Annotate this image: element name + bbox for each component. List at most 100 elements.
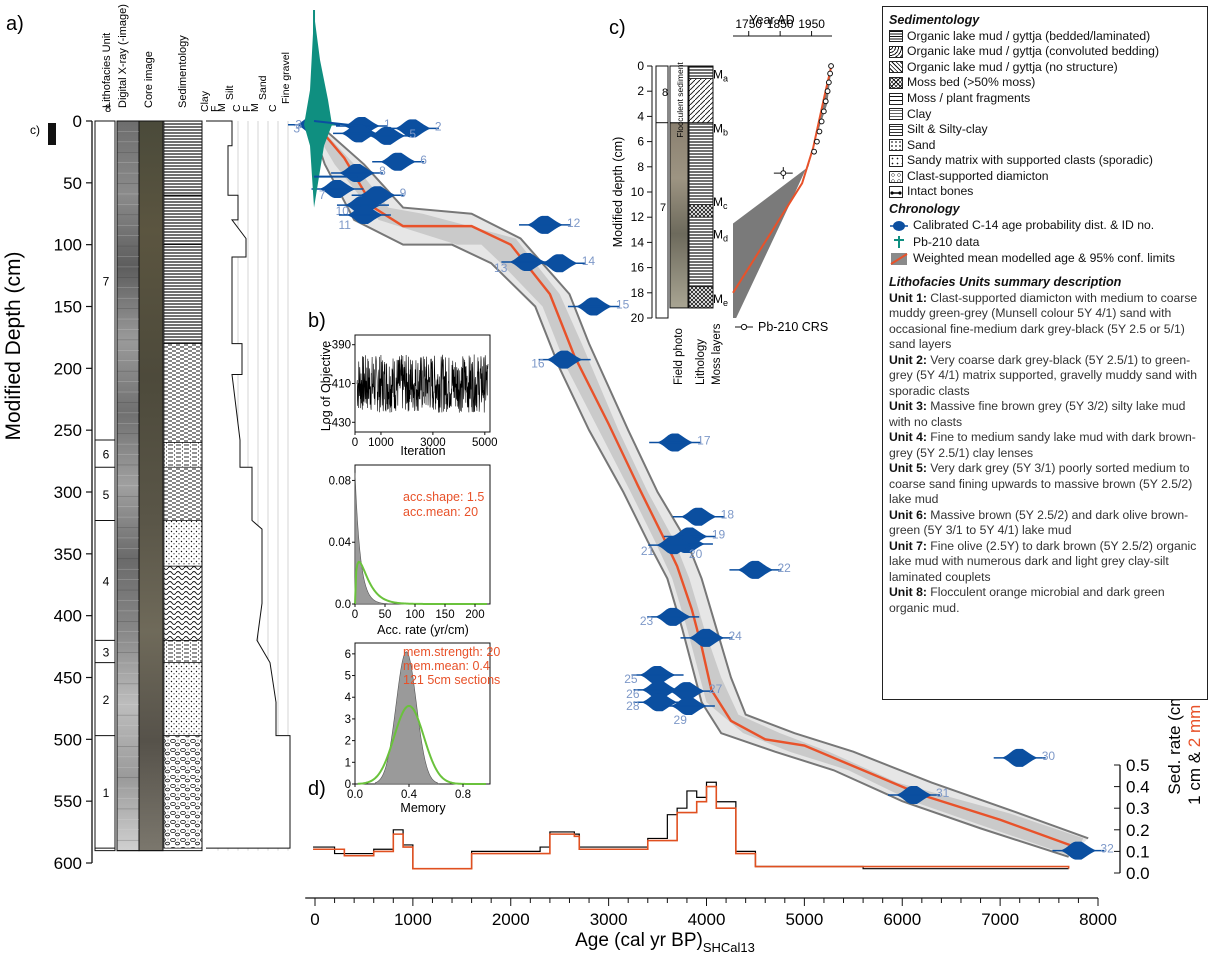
sedimentology-legend-item: Moss bed (>50% moss)	[889, 75, 1201, 91]
unit-label: 3	[103, 646, 110, 660]
c14-id-label: 31	[936, 786, 950, 800]
mem-strength-annotation: mem.strength: 20	[403, 645, 500, 659]
acc-y-tick-label: 0.0	[335, 599, 351, 611]
pb210-point	[816, 128, 823, 135]
unit-description-text: Fine to medium sandy lake mud with dark …	[889, 430, 1196, 460]
sed-tick-label: 0.2	[1126, 821, 1150, 840]
sedimentology-legend-item: Intact bones	[889, 184, 1201, 200]
c14-id-label: 11	[338, 218, 351, 232]
grain-size-label: Clay	[199, 90, 211, 112]
grain-size-label: C	[267, 104, 279, 112]
c14-date: 26	[626, 680, 686, 701]
sedimentology-legend-label: Organic lake mud / gyttja (convoluted be…	[907, 44, 1160, 59]
sedimentology-legend-item: Sandy matrix with supported clasts (spor…	[889, 153, 1201, 169]
inset-c-marker	[48, 123, 56, 145]
age-x-axis-label: Age (cal yr BP)SHCal13	[575, 930, 755, 955]
sedimentology-layer	[163, 466, 203, 521]
pattern-swatch-icon	[889, 77, 903, 90]
core-header: Core image	[143, 51, 155, 108]
chronology-legend: Calibrated C-14 age probability dist. & …	[889, 218, 1201, 268]
inset-c-marker-label: c)	[30, 123, 40, 137]
pb210-main: 3	[295, 10, 360, 208]
pattern-swatch-icon	[889, 92, 903, 105]
c14-date: 2	[386, 119, 442, 138]
c14-id-label: 9	[400, 186, 407, 200]
core-y-tick-label: 0	[73, 112, 82, 131]
age-depth-plot: 1234567891011121314151617181920212223242…	[288, 10, 1117, 955]
sedimentology-layer	[163, 662, 203, 736]
sedimentology-layer	[163, 343, 203, 443]
pattern-swatch-icon	[889, 123, 903, 136]
sed-tick-label: 0.0	[1126, 864, 1150, 883]
core-frame	[116, 120, 203, 852]
acc-x-tick-label: 0	[352, 609, 358, 621]
mem-y-tick-label: 6	[345, 649, 351, 661]
sed-rate-y-axis: 0.0 0.1 0.2 0.3 0.4 0.5	[1114, 756, 1150, 883]
core-columns	[116, 120, 203, 852]
pattern-swatch-icon	[889, 45, 903, 58]
mem-y-tick-label: 1	[345, 757, 351, 769]
pattern-swatch-icon	[889, 170, 903, 183]
core-y-axis-label: Modified Depth (cm)	[2, 251, 25, 440]
inset-y-tick-label: 2	[637, 84, 644, 98]
unit-description: Unit 4: Fine to medium sandy lake mud wi…	[889, 430, 1201, 461]
pattern-swatch-icon	[889, 186, 903, 199]
inset-unit-8: 8	[662, 87, 668, 99]
mem-x-tick-label: 0.0	[347, 789, 363, 801]
c14-date: 5	[361, 126, 416, 145]
pb210-point	[827, 70, 834, 77]
age-tick-label: 5000	[785, 910, 823, 929]
c14-id-label: 20	[689, 547, 703, 561]
unit-description-text: Very coarse dark grey-black (5Y 2.5/1) t…	[889, 352, 1197, 398]
inset-lithology-layer	[688, 204, 714, 218]
c14-date: 22	[729, 560, 791, 579]
mem-y-tick-label: 3	[345, 714, 351, 726]
inset-field-photo	[669, 122, 689, 309]
c14-date: 32	[1052, 841, 1114, 860]
c14-date: 6	[372, 152, 427, 171]
sedimentology-legend: Organic lake mud / gyttja (bedded/lamina…	[889, 29, 1201, 201]
core-y-tick-label: 50	[63, 174, 82, 193]
c14-id-label: 7	[319, 188, 326, 202]
unit-description-head: Unit 4:	[889, 430, 927, 445]
c14-date: 21	[641, 536, 701, 558]
sed-rate-plot: 0.00.10.20.30.40.5 Sed. rate (cm yr−1) 1…	[313, 645, 1204, 883]
inset-y-tick-label: 16	[631, 261, 645, 275]
inset-y-tick-label: 10	[631, 185, 645, 199]
c14-id-label: 1	[384, 117, 391, 131]
inset-y-tick-label: 20	[631, 311, 645, 325]
sedimentology-legend-label: Silt & Silty-clay	[907, 122, 988, 137]
grain-size-label: Sand	[257, 75, 269, 100]
unit-description-head: Unit 2:	[889, 352, 927, 367]
pattern-swatch-icon	[889, 155, 903, 168]
age-tick-label: 8000	[1079, 910, 1117, 929]
chronology-legend-item: Pb-210 data	[889, 234, 1201, 251]
acc-x-tick-label: 100	[405, 609, 424, 621]
pb210-point	[820, 108, 827, 115]
unit-description: Unit 6: Massive brown (5Y 2.5/2) and dar…	[889, 508, 1201, 539]
sedimentology-legend-label: Moss bed (>50% moss)	[907, 75, 1036, 90]
sedimentology-legend-label: Clay	[907, 106, 932, 121]
age-tick-label: 2000	[492, 910, 530, 929]
unit-description-text: Massive fine brown grey (5Y 3/2) silty l…	[889, 399, 1186, 429]
unit-description-head: Unit 5:	[889, 461, 927, 476]
sed-rate-series	[313, 781, 1070, 870]
c14-date: 24	[680, 628, 742, 647]
mem-prior-curve	[357, 704, 486, 785]
sedimentology-title: Sedimentology	[889, 13, 980, 27]
sedimentology-layer	[163, 565, 203, 641]
c14-id-label: 18	[721, 508, 735, 522]
c14-link-1	[313, 120, 360, 127]
c14-id-label: 32	[1100, 842, 1114, 856]
unit-label: 4	[103, 574, 110, 588]
moss-layer-label: Mb	[713, 122, 728, 138]
sed-tick-label: 0.5	[1126, 756, 1150, 775]
pb210-point	[825, 79, 832, 86]
unit-description-head: Unit 1:	[889, 290, 927, 305]
units-column	[94, 120, 116, 852]
moss-layer-label: Md	[713, 228, 728, 244]
c14-id-label: 30	[1042, 749, 1056, 763]
sedimentology-legend-label: Sandy matrix with supported clasts (spor…	[907, 153, 1153, 168]
panel-label-d: d)	[308, 778, 326, 800]
